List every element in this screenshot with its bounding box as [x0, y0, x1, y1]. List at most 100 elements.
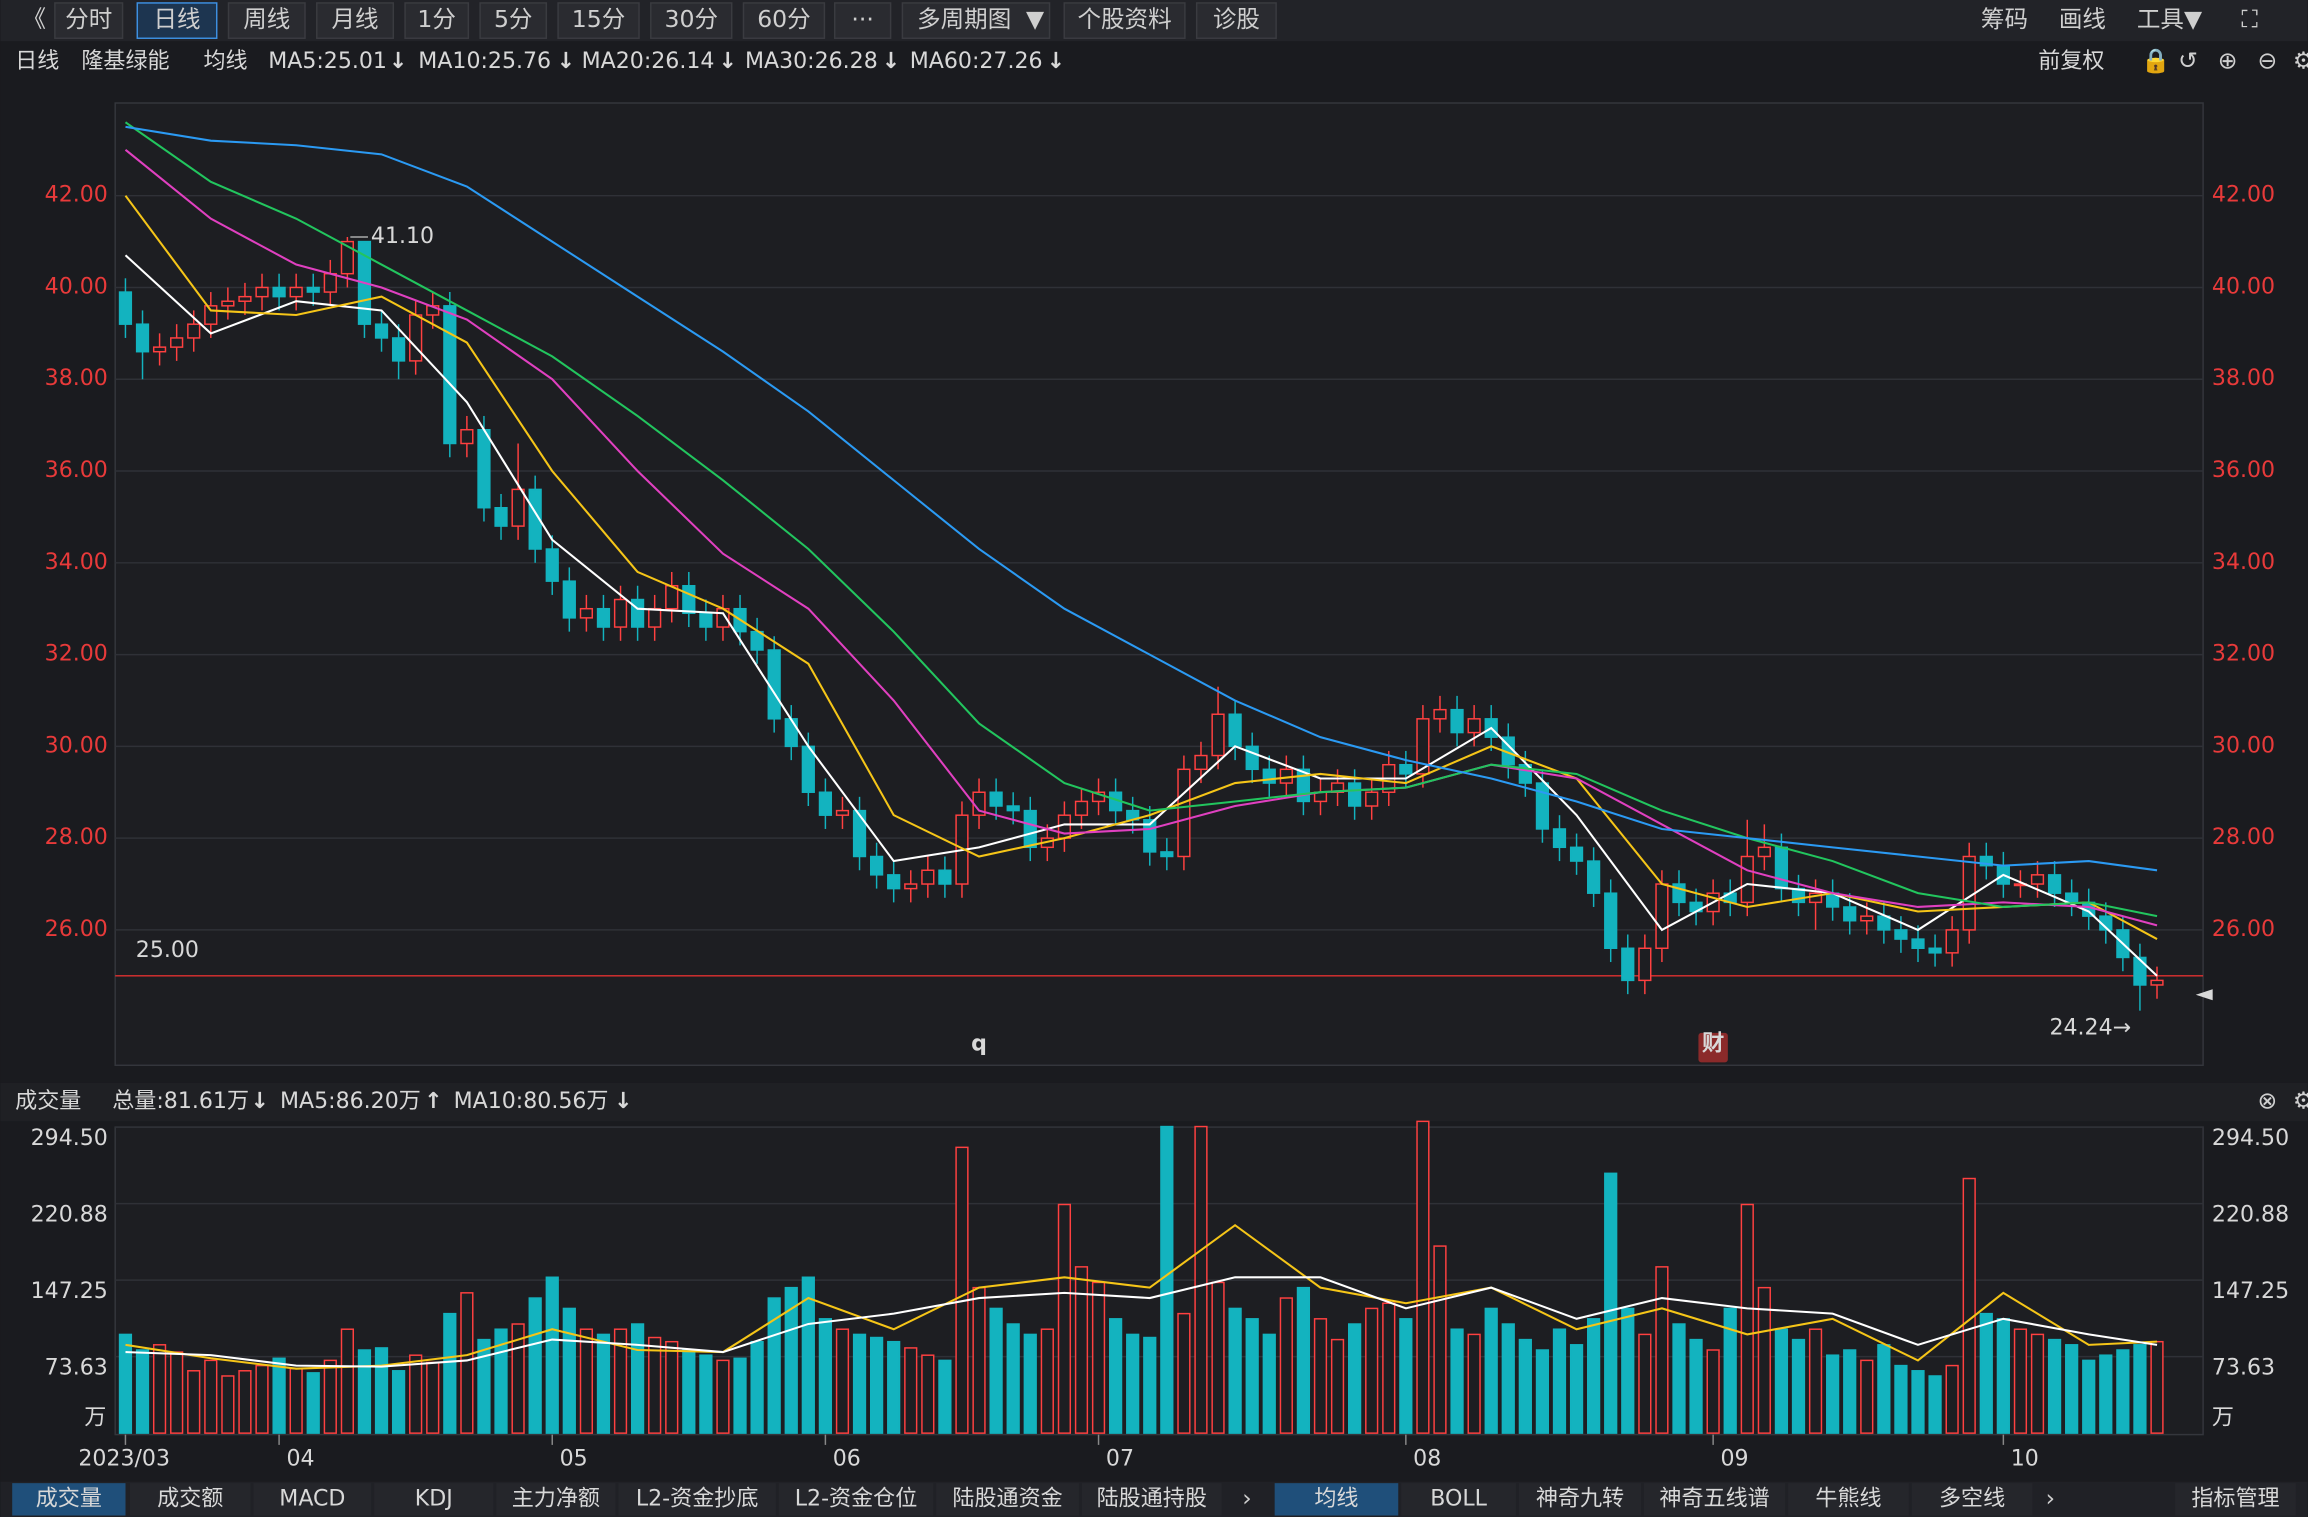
settings-icon[interactable]: ⚙: [2293, 46, 2308, 74]
volume-bar: [1877, 1344, 1891, 1434]
toolbar-button[interactable]: [557, 2, 640, 39]
volume-bar: [2082, 1359, 2096, 1434]
toolbar-button[interactable]: [1063, 2, 1186, 39]
settings-icon[interactable]: ⚙: [2293, 1087, 2308, 1115]
volume-bar: [1108, 1318, 1123, 1434]
candle-body: [306, 286, 320, 293]
toolbar-button[interactable]: [136, 2, 218, 39]
candle-body: [255, 286, 269, 298]
candle-body: [1911, 938, 1925, 950]
volume-tick-label-right: 73.63: [2212, 1355, 2275, 1380]
volume-bar: [1672, 1323, 1686, 1434]
tab[interactable]: [1643, 1483, 1786, 1516]
next-icon[interactable]: ›: [1242, 1484, 1251, 1512]
x-tick-label: 06: [833, 1447, 861, 1472]
volume-bar: [1501, 1323, 1515, 1434]
candle-body: [2047, 874, 2062, 894]
toolbar-button[interactable]: [742, 2, 826, 39]
event-badge[interactable]: [1698, 1032, 1728, 1063]
event-marker[interactable]: 财: [1702, 1032, 1724, 1057]
tab[interactable]: [253, 1483, 372, 1516]
volume-bar: [1006, 1323, 1020, 1434]
close-icon[interactable]: ⊗: [2258, 1087, 2278, 1115]
high-annotation: 41.10: [371, 224, 434, 249]
ma-legend: MA60:27.26: [910, 49, 1043, 74]
volume-bar: [1365, 1307, 1379, 1434]
candle-body: [528, 488, 542, 550]
x-tick-label: 08: [1413, 1447, 1441, 1472]
toolbar-tool[interactable]: 工具: [2137, 5, 2184, 33]
tab[interactable]: [374, 1483, 494, 1516]
tab-label: KDJ: [415, 1486, 453, 1511]
tab[interactable]: [1788, 1483, 1909, 1516]
x-tick-label: 05: [560, 1447, 588, 1472]
toolbar-button-label: 15分: [572, 5, 625, 33]
volume-bar: [221, 1375, 235, 1434]
volume-bar: [972, 1286, 986, 1434]
toolbar-button[interactable]: [650, 2, 733, 39]
volume-bar: [1245, 1318, 1259, 1434]
candle-body: [596, 607, 611, 628]
candle-body: [477, 428, 491, 509]
volume-ma-legend: MA5:86.20万: [280, 1089, 421, 1114]
toolbar-button[interactable]: [316, 2, 395, 39]
candle-body: [562, 580, 576, 619]
volume-bar: [1194, 1125, 1208, 1434]
toolbar-button[interactable]: [54, 2, 124, 39]
zoom-out-icon[interactable]: ⊖: [2258, 46, 2278, 74]
zoom-in-icon[interactable]: ⊕: [2218, 46, 2238, 74]
next-icon[interactable]: ›: [2046, 1484, 2055, 1512]
toolbar-button[interactable]: [901, 2, 1051, 39]
volume-bar: [955, 1146, 969, 1434]
toolbar-tool[interactable]: 筹码: [1981, 5, 2028, 33]
volume-bar: [1023, 1333, 1037, 1434]
candle-body: [784, 718, 798, 748]
volume-bar: [323, 1359, 337, 1434]
tab[interactable]: [1081, 1483, 1222, 1516]
toolbar-button[interactable]: [479, 2, 548, 39]
tab[interactable]: [496, 1483, 616, 1516]
tab[interactable]: [1401, 1483, 1516, 1516]
ma-legend: MA20:26.14: [582, 49, 715, 74]
volume-bar: [1757, 1286, 1771, 1434]
toolbar-button[interactable]: [1195, 2, 1277, 39]
volume-bar: [306, 1372, 320, 1434]
more-icon: ···: [851, 5, 873, 33]
x-tick-label: 09: [1720, 1447, 1748, 1472]
stock-name: 隆基绿能: [81, 49, 169, 74]
tab[interactable]: [1911, 1483, 2033, 1516]
volume-bar: [1552, 1328, 1567, 1434]
collapse-icon[interactable]: 《: [23, 5, 47, 33]
tab[interactable]: [2175, 1483, 2296, 1516]
tab[interactable]: [1274, 1483, 1399, 1516]
lock-icon[interactable]: 🔒: [2141, 46, 2170, 74]
undo-icon[interactable]: ↺: [2178, 46, 2198, 74]
toolbar-button[interactable]: [404, 2, 470, 39]
y-tick-label: 32.00: [45, 642, 108, 667]
tab-label: MACD: [279, 1486, 345, 1511]
fullscreen-icon[interactable]: ⛶: [2240, 5, 2258, 33]
tab[interactable]: [12, 1483, 126, 1516]
tab[interactable]: [618, 1483, 776, 1516]
y-tick-label: 26.00: [45, 917, 108, 942]
more-button[interactable]: [833, 2, 892, 39]
candle-body: [989, 791, 1003, 807]
volume-bar: [1638, 1333, 1652, 1434]
tab[interactable]: [778, 1483, 934, 1516]
adjust-label[interactable]: 前复权: [2038, 49, 2104, 74]
toolbar-tool[interactable]: 画线: [2059, 5, 2106, 33]
candle-body: [2133, 956, 2147, 986]
volume-bar: [1979, 1312, 1993, 1434]
tab[interactable]: [129, 1483, 251, 1516]
tab-label: 神奇五线谱: [1659, 1486, 1769, 1511]
tab[interactable]: [936, 1483, 1079, 1516]
candle-body: [545, 548, 559, 582]
toolbar-button[interactable]: [227, 2, 306, 39]
volume-bar: [1177, 1312, 1191, 1434]
volume-bar: [938, 1359, 952, 1434]
event-marker[interactable]: q: [971, 1032, 987, 1057]
candle-body: [630, 598, 645, 628]
tab[interactable]: [1518, 1483, 1642, 1516]
volume-bar: [1791, 1338, 1806, 1434]
candle-body: [340, 240, 355, 275]
